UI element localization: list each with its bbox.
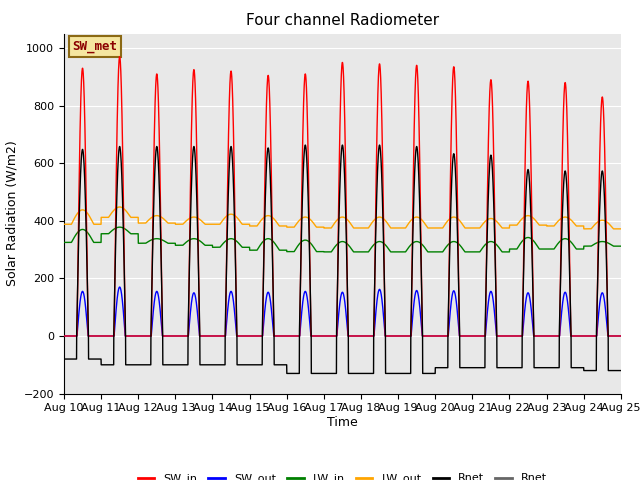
Y-axis label: Solar Radiation (W/m2): Solar Radiation (W/m2) [5,141,18,287]
X-axis label: Time: Time [327,416,358,429]
Title: Four channel Radiometer: Four channel Radiometer [246,13,439,28]
Text: SW_met: SW_met [72,40,117,53]
Legend: SW_in, SW_out, LW_in, LW_out, Rnet, Rnet: SW_in, SW_out, LW_in, LW_out, Rnet, Rnet [133,469,552,480]
